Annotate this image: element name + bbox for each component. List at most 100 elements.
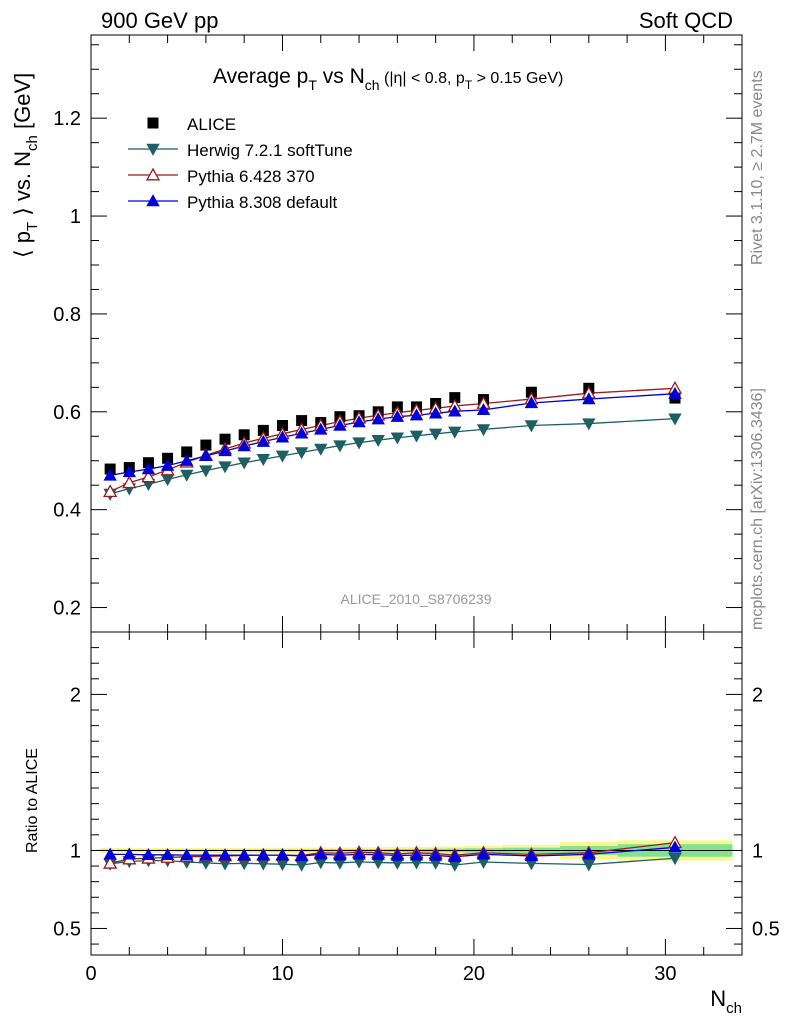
- data-point-pythia-8-308-default: [218, 444, 232, 457]
- legend-label-pythia8: Pythia 8.308 default: [187, 193, 338, 212]
- data-point-pythia-8-308-default: [180, 453, 194, 466]
- ratio-point-pythia-8-308-default: [352, 847, 366, 860]
- ratio-point-pythia-8-308-default: [199, 848, 213, 861]
- data-point-pythia-8-308-default: [524, 396, 539, 409]
- ratio-point-pythia-8-308-default: [371, 847, 385, 860]
- ratio-point-pythia-8-308-default: [275, 848, 290, 861]
- ratio-ytick-label-left: 1: [70, 840, 81, 862]
- data-point-pythia-8-308-default: [448, 404, 462, 417]
- ratio-point-pythia-8-308-default: [180, 848, 194, 861]
- ratio-point-pythia-8-308-default: [524, 849, 539, 862]
- ratio-ytick-label-left: 0.5: [53, 918, 81, 940]
- data-point-pythia-8-308-default: [122, 465, 136, 478]
- data-point-pythia-8-308-default: [476, 403, 491, 416]
- data-point-pythia-8-308-default: [582, 392, 596, 405]
- data-point-alice: [162, 452, 174, 464]
- ratio-point-herwig-7-2-1-softtune: [582, 859, 596, 872]
- data-point-pythia-8-308-default: [390, 409, 405, 422]
- data-point-pythia-8-308-default: [294, 426, 309, 439]
- rivet-version-label: Rivet 3.1.10, ≥ 2.7M events: [749, 70, 766, 265]
- data-point-pythia-8-308-default: [237, 439, 251, 452]
- header-right-label: Soft QCD: [639, 8, 733, 33]
- ratio-point-pythia-8-308-default: [448, 849, 462, 862]
- data-point-alice: [219, 433, 231, 445]
- x-axis-label: Nch: [710, 986, 742, 1017]
- ratio-ytick-label-right: 1: [752, 840, 763, 862]
- data-point-pythia-8-308-default: [256, 434, 271, 447]
- ratio-point-pythia-8-308-default: [390, 848, 405, 861]
- legend-label-pythia6: Pythia 6.428 370: [187, 167, 315, 186]
- ratio-y-axis-label: Ratio to ALICE: [24, 748, 41, 853]
- legend-entry-herwig: Herwig 7.2.1 softTune: [128, 141, 353, 160]
- data-point-herwig-7-2-1-softtune: [476, 424, 491, 437]
- legend-symbol: [146, 194, 160, 207]
- data-point-pythia-8-308-default: [275, 430, 290, 443]
- x-tick-label: 30: [654, 963, 676, 985]
- ratio-point-pythia-8-308-default: [409, 848, 424, 861]
- ratio-point-pythia-8-308-default: [476, 847, 491, 860]
- data-point-pythia-8-308-default: [333, 418, 347, 431]
- data-point-alice: [296, 415, 308, 427]
- data-point-herwig-7-2-1-softtune: [448, 426, 462, 439]
- main-ytick-label: 0.8: [53, 304, 81, 326]
- legend-entry-pythia8: Pythia 8.308 default: [128, 193, 338, 212]
- ratio-point-pythia-8-308-default: [103, 847, 117, 860]
- legend-marker-pythia6: [128, 167, 178, 181]
- data-point-herwig-7-2-1-softtune: [218, 461, 232, 474]
- data-point-pythia-8-308-default: [352, 415, 366, 428]
- x-tick-label: 20: [463, 963, 485, 985]
- x-tick-label: 10: [271, 963, 293, 985]
- ratio-point-herwig-7-2-1-softtune: [668, 853, 682, 866]
- legend: ALICE Herwig 7.2.1 softTune Pythia 6.428…: [128, 115, 353, 212]
- data-point-pythia-8-308-default: [314, 422, 328, 435]
- ratio-axis-ticks: 0.5 0.51 12 20 10 20 30: [53, 632, 780, 985]
- analysis-reference-label: ALICE_2010_S8706239: [340, 591, 491, 607]
- legend-marker-alice: [147, 117, 159, 129]
- legend-entry-alice: ALICE: [147, 115, 236, 134]
- main-y-axis-label: ⟨ pT ⟩ vs. Nch [GeV]: [10, 73, 41, 258]
- series-line-herwig-7-2-1-softtune: [109, 417, 676, 495]
- data-point-alice: [181, 446, 193, 458]
- data-point-alice: [200, 439, 212, 451]
- ratio-point-pythia-8-308-default: [160, 847, 175, 861]
- data-point-herwig-7-2-1-softtune: [352, 437, 366, 450]
- data-point-herwig-7-2-1-softtune: [668, 413, 682, 426]
- ratio-point-pythia-8-308-default: [218, 848, 232, 861]
- ratio-point-pythia-8-308-default: [428, 848, 443, 861]
- legend-entry-pythia6: Pythia 6.428 370: [128, 167, 315, 186]
- data-point-pythia-6-428-370: [103, 484, 118, 498]
- ratio-ytick-label-right: 2: [752, 684, 763, 706]
- ratio-ytick-label-right: 0.5: [752, 918, 780, 940]
- ratio-point-pythia-8-308-default: [582, 847, 596, 860]
- legend-label-herwig: Herwig 7.2.1 softTune: [187, 141, 353, 160]
- data-point-herwig-7-2-1-softtune: [524, 420, 539, 433]
- ratio-point-herwig-7-2-1-softtune: [294, 859, 309, 872]
- main-title: Average pT vs Nch (|η| < 0.8, pT > 0.15 …: [213, 65, 563, 93]
- header-left-label: 900 GeV pp: [101, 8, 218, 33]
- ratio-point-pythia-8-308-default: [668, 840, 682, 853]
- ratio-panel: 0.5 0.51 12 20 10 20 30 Ratio to ALICE Nch: [24, 631, 780, 1017]
- data-point-pythia-8-308-default: [160, 458, 175, 471]
- main-series-markers: [103, 380, 683, 501]
- data-point-herwig-7-2-1-softtune: [428, 428, 443, 441]
- legend-symbol: [145, 167, 161, 181]
- data-point-alice: [449, 392, 461, 404]
- legend-label-alice: ALICE: [187, 115, 236, 134]
- ratio-series-markers: [103, 835, 683, 872]
- legend-marker-herwig: [128, 143, 178, 156]
- main-ytick-label: 0.2: [53, 598, 81, 620]
- data-point-herwig-7-2-1-softtune: [294, 447, 309, 460]
- data-point-pythia-8-308-default: [141, 462, 156, 475]
- main-ytick-label: 1.2: [53, 108, 81, 130]
- data-point-pythia-6-428-370: [141, 469, 156, 483]
- ratio-point-pythia-8-308-default: [256, 848, 271, 861]
- data-point-herwig-7-2-1-softtune: [180, 469, 194, 482]
- mcplots-label: mcplots.cern.ch [arXiv:1306.3436]: [749, 388, 766, 630]
- data-point-herwig-7-2-1-softtune: [314, 443, 328, 456]
- data-point-herwig-7-2-1-softtune: [371, 434, 385, 448]
- ratio-ytick-label-left: 2: [70, 684, 81, 706]
- main-ytick-label: 0.4: [53, 500, 81, 522]
- main-ytick-label: 0.6: [53, 402, 81, 424]
